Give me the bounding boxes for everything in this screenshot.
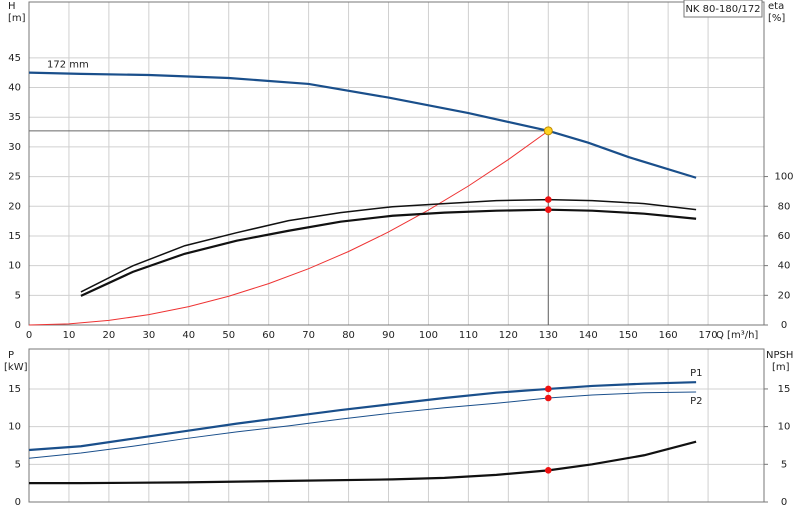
plot-area	[29, 2, 764, 325]
x-tick-label: 140	[579, 330, 598, 341]
plot-frame	[28, 1, 765, 326]
x-tick-label: 20	[103, 330, 116, 341]
x-tick-label: 170	[699, 330, 718, 341]
y-tick-label: 0	[15, 320, 21, 331]
plot-area	[29, 349, 764, 502]
y2-axis-unit: [%]	[768, 13, 785, 24]
x-tick-label: 10	[63, 330, 76, 341]
y2-tick-label: 20	[778, 290, 791, 301]
x-tick-label: 0	[26, 330, 32, 341]
curve	[80, 208, 697, 297]
point-marker	[544, 394, 552, 402]
y-tick-label: 5	[15, 290, 21, 301]
y2-tick-label: 0	[781, 320, 787, 331]
y2-axis-unit: [m]	[772, 362, 790, 373]
y-tick-label: 20	[8, 201, 21, 212]
series-label: 172 mm	[47, 60, 89, 71]
x-tick-label: 40	[182, 330, 195, 341]
y-tick-label: 40	[8, 83, 21, 94]
y2-axis-label: NPSH	[766, 350, 793, 361]
y2-tick-label: 5	[781, 459, 787, 470]
x-tick-label: 70	[302, 330, 315, 341]
x-tick-label: 60	[262, 330, 275, 341]
y-tick-label: 10	[8, 261, 21, 272]
x-tick-label: 90	[382, 330, 395, 341]
series-label: P2	[690, 396, 702, 407]
x-tick-label: 110	[459, 330, 478, 341]
y-tick-label: 10	[8, 422, 21, 433]
y-tick-label: 15	[8, 231, 21, 242]
y2-tick-label: 60	[778, 231, 791, 242]
y-tick-label: 15	[8, 384, 21, 395]
y2-axis-label: eta	[768, 1, 784, 12]
y-axis-label: P	[8, 350, 14, 361]
series-label: P1	[690, 368, 702, 379]
y-tick-label: 45	[8, 53, 21, 64]
y2-tick-label: 0	[781, 497, 787, 508]
x-tick-label: 50	[222, 330, 235, 341]
x-tick-label: 100	[419, 330, 438, 341]
x-tick-label: 130	[539, 330, 558, 341]
y-tick-label: 35	[8, 112, 21, 123]
y2-tick-label: 100	[774, 172, 793, 183]
curve	[28, 130, 549, 326]
y2-tick-label: 10	[778, 422, 791, 433]
x-tick-label: 150	[619, 330, 638, 341]
y2-tick-label: 80	[778, 201, 791, 212]
point-marker	[544, 467, 552, 474]
curve	[29, 440, 697, 485]
x-tick-label: 80	[342, 330, 355, 341]
x-axis-label: Q [m³/h]	[716, 330, 758, 341]
y-axis-label: H	[8, 1, 16, 12]
y2-tick-label: 15	[778, 384, 791, 395]
x-tick-label: 30	[142, 330, 155, 341]
curve	[80, 198, 697, 293]
curve	[28, 381, 697, 452]
tag-box	[683, 0, 763, 18]
point-marker	[544, 385, 552, 393]
y2-tick-label: 40	[778, 261, 791, 272]
y-tick-label: 30	[8, 142, 21, 153]
y-tick-label: 0	[15, 497, 21, 508]
y-axis-unit: [kW]	[4, 362, 28, 373]
y-axis-unit: [m]	[8, 13, 26, 24]
y-tick-label: 5	[15, 459, 21, 470]
duty-point	[543, 126, 553, 136]
curve	[28, 391, 697, 459]
point-marker	[544, 196, 552, 203]
point-marker	[544, 206, 552, 213]
pump-tag: NK 80-180/172	[685, 4, 760, 15]
x-tick-label: 160	[659, 330, 678, 341]
curve	[28, 71, 697, 179]
plot-frame	[28, 348, 765, 503]
y-tick-label: 25	[8, 172, 21, 183]
x-tick-label: 120	[499, 330, 518, 341]
